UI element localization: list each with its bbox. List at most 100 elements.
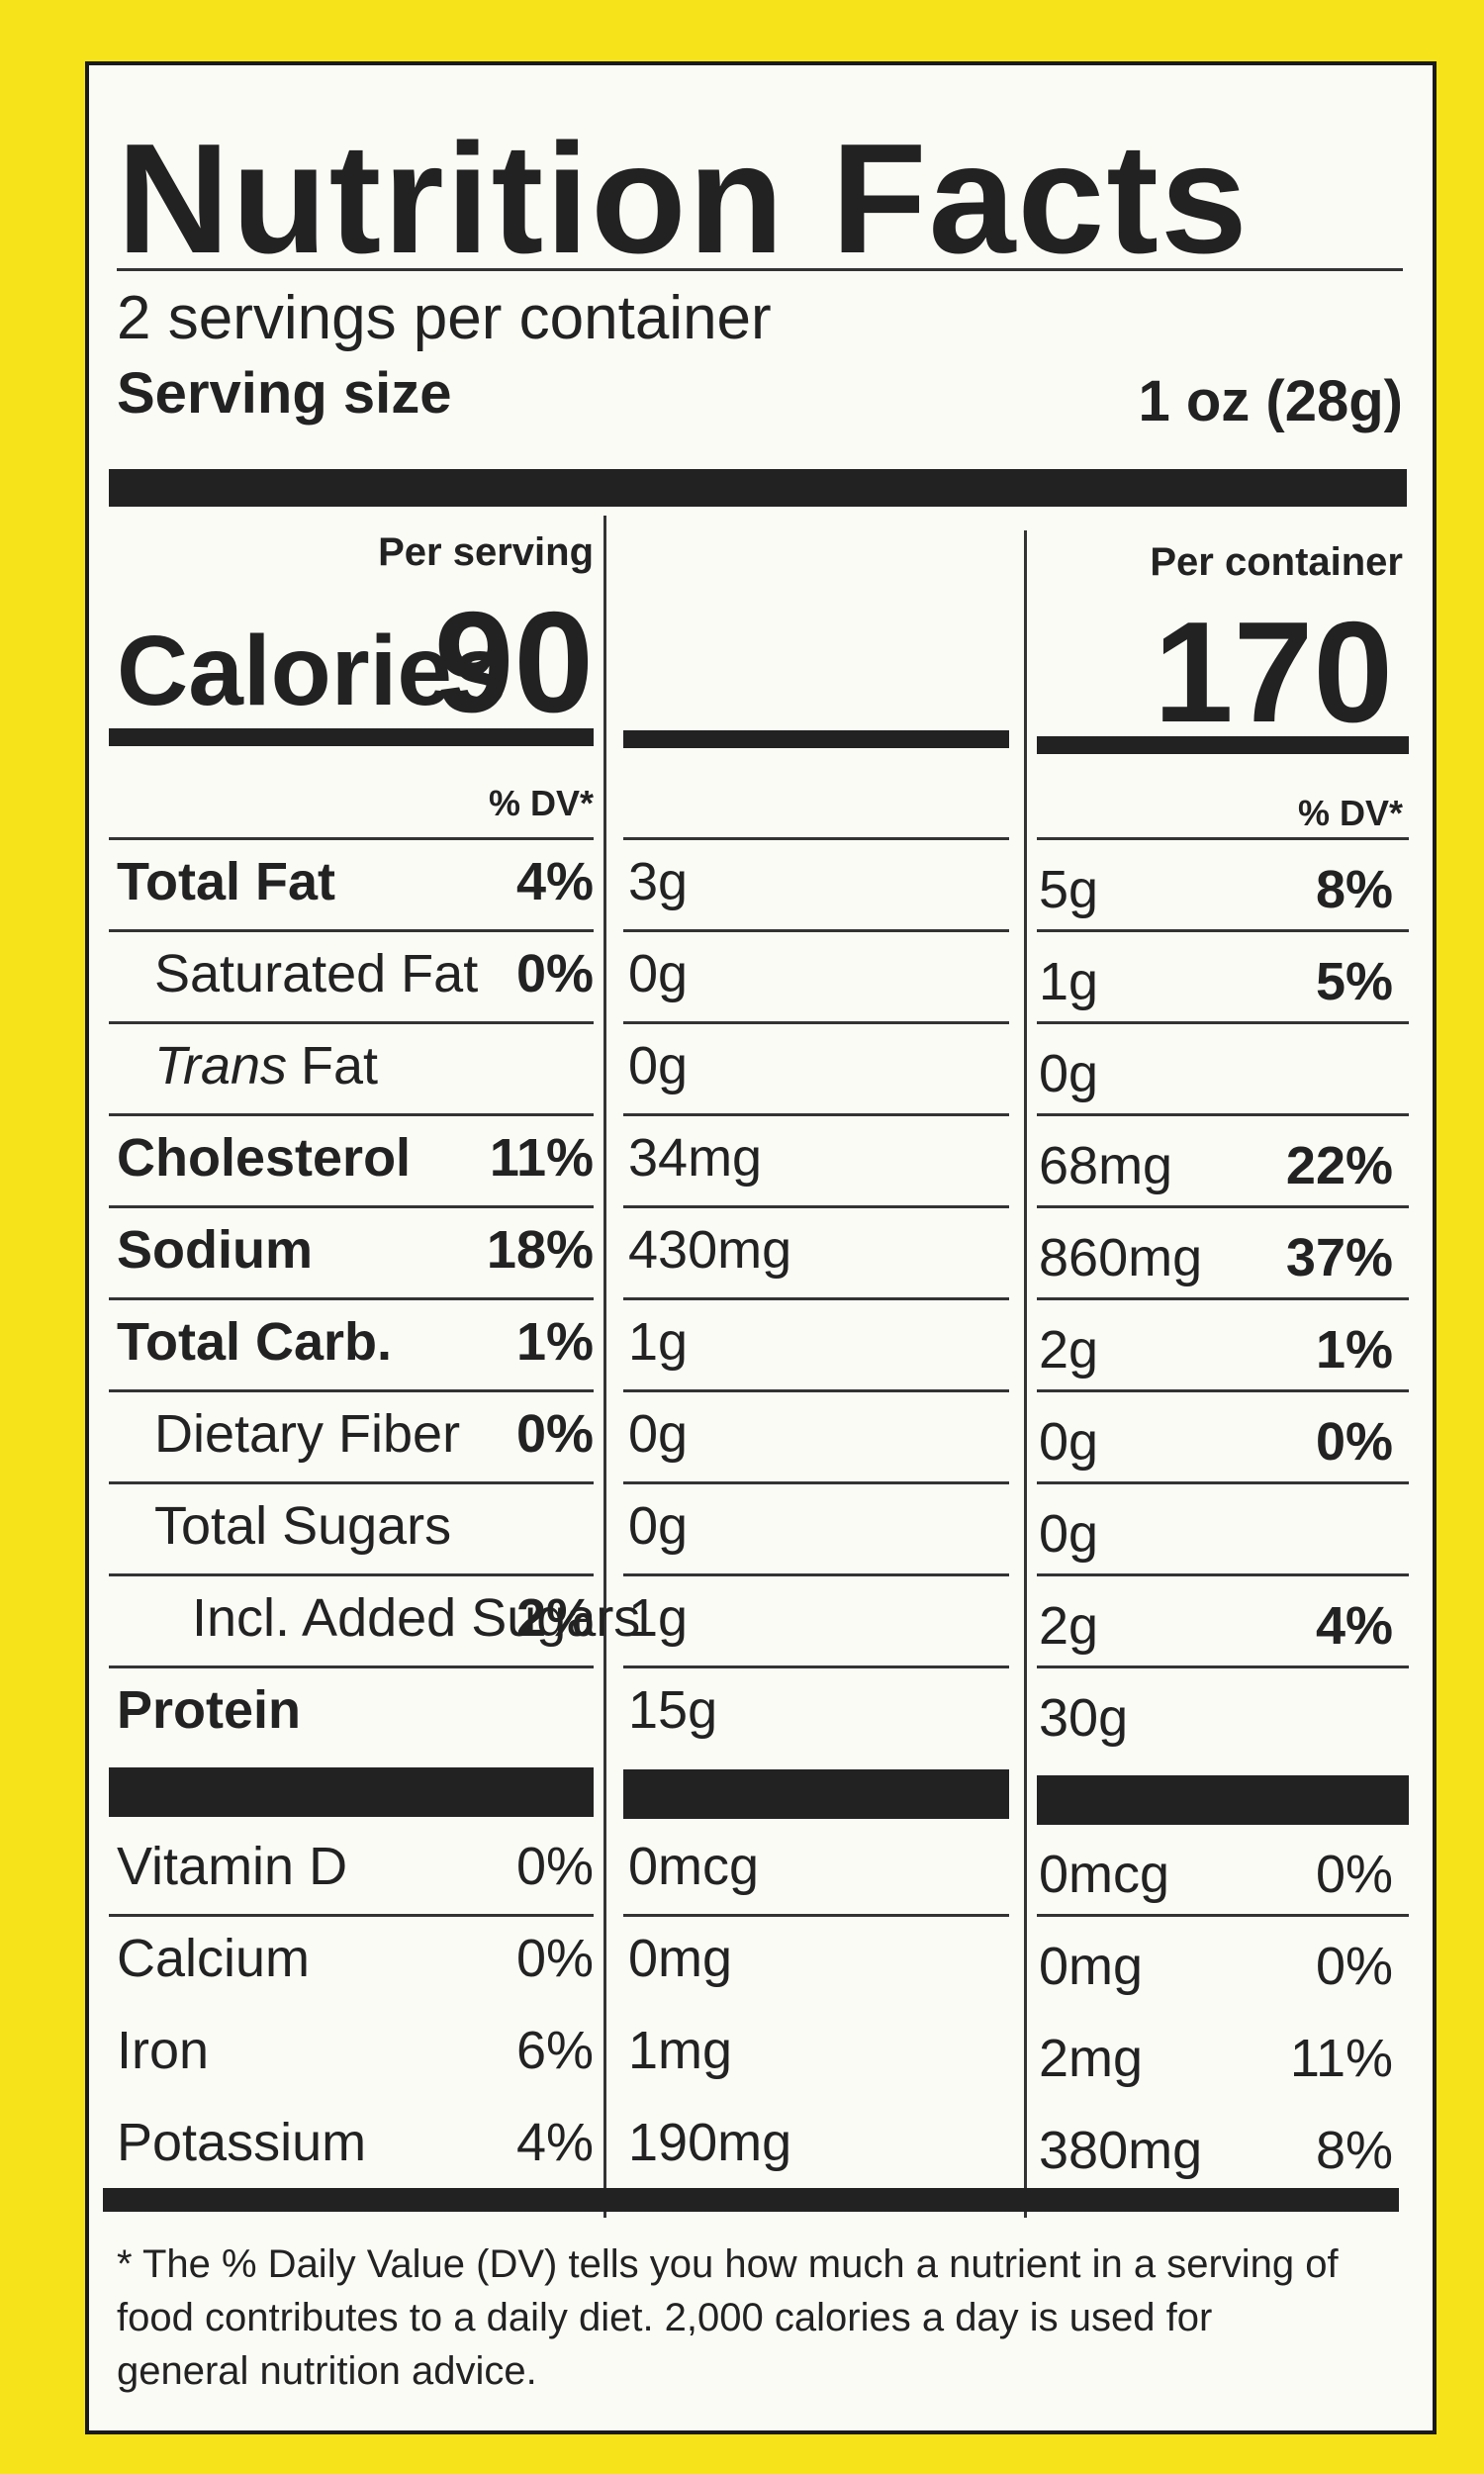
calories-per-container: 170 bbox=[1154, 592, 1393, 752]
nutrient-name: Dietary Fiber bbox=[154, 1404, 461, 1464]
rule bbox=[1037, 1205, 1409, 1208]
serving-amount: 0g bbox=[628, 944, 689, 1003]
dv-header: % DV* bbox=[1297, 793, 1403, 833]
divider bbox=[1024, 530, 1027, 2218]
serving-size-label: Serving size bbox=[117, 361, 452, 426]
serving-amount: 1mg bbox=[628, 2021, 733, 2080]
thick-rule bbox=[109, 728, 594, 746]
rule bbox=[623, 1205, 1009, 1208]
serving-amount: 190mg bbox=[628, 2113, 792, 2172]
rule bbox=[1037, 1389, 1409, 1392]
serving-amount: 34mg bbox=[628, 1128, 763, 1188]
rule bbox=[1037, 837, 1409, 840]
nutrient-name: Saturated Fat bbox=[154, 944, 479, 1003]
nutrient-name: Fat bbox=[301, 1036, 379, 1095]
serving-amount: 15g bbox=[628, 1680, 718, 1740]
container-dv: 11% bbox=[1289, 2029, 1393, 2088]
rule bbox=[109, 837, 594, 840]
container-dv: 0% bbox=[1315, 1937, 1393, 1996]
container-dv: 8% bbox=[1315, 2121, 1393, 2180]
serving-amount: 0g bbox=[628, 1404, 689, 1464]
rule bbox=[623, 1389, 1009, 1392]
container-amount: 380mg bbox=[1039, 2121, 1203, 2180]
thick-rule bbox=[623, 1769, 1009, 1819]
nutrient-name: Cholesterol bbox=[117, 1128, 412, 1188]
container-amount: 68mg bbox=[1039, 1136, 1173, 1195]
container-dv: 5% bbox=[1315, 952, 1393, 1011]
rule bbox=[623, 1297, 1009, 1300]
rule bbox=[109, 1665, 594, 1668]
container-amount: 30g bbox=[1039, 1688, 1129, 1748]
nutrient-name: Calcium bbox=[117, 1929, 311, 1988]
container-amount: 0g bbox=[1039, 1412, 1099, 1472]
rule bbox=[623, 1665, 1009, 1668]
rule bbox=[1037, 1573, 1409, 1576]
container-dv: 0% bbox=[1315, 1412, 1393, 1472]
container-amount: 2mg bbox=[1039, 2029, 1144, 2088]
container-amount: 1g bbox=[1039, 952, 1099, 1011]
serving-amount: 0mg bbox=[628, 1929, 733, 1988]
serving-amount: 1g bbox=[628, 1588, 689, 1648]
serving-dv: 0% bbox=[515, 1404, 594, 1464]
rule bbox=[109, 1021, 594, 1024]
rule bbox=[623, 929, 1009, 932]
footnote: * The % Daily Value (DV) tells you how m… bbox=[117, 2242, 1339, 2393]
nutrient-name: Total Fat bbox=[117, 852, 335, 911]
rule bbox=[1037, 1297, 1409, 1300]
container-dv: 22% bbox=[1285, 1136, 1393, 1195]
serving-dv: 1% bbox=[515, 1312, 594, 1372]
serving-dv: 4% bbox=[515, 2113, 594, 2172]
container-amount: 2g bbox=[1039, 1320, 1099, 1380]
rule bbox=[109, 929, 594, 932]
nutrient-name: Potassium bbox=[117, 2113, 367, 2172]
nutrient-name: Trans Fat bbox=[154, 1036, 378, 1095]
nutrient-name: Total Sugars bbox=[154, 1496, 452, 1556]
rule bbox=[109, 1573, 594, 1576]
nutrient-name: Iron bbox=[117, 2021, 210, 2080]
rule bbox=[623, 1021, 1009, 1024]
serving-dv: 0% bbox=[515, 1929, 594, 1988]
column-header: Per container bbox=[1150, 540, 1403, 584]
rule bbox=[109, 1297, 594, 1300]
rule bbox=[623, 1573, 1009, 1576]
serving-size-value: 1 oz (28g) bbox=[1138, 369, 1404, 433]
dv-header: % DV* bbox=[488, 783, 594, 823]
thick-rule bbox=[1037, 1775, 1409, 1825]
container-amount: 0g bbox=[1039, 1044, 1099, 1103]
nutrient-name: Protein bbox=[117, 1680, 302, 1740]
thick-rule bbox=[1037, 736, 1409, 754]
title: Nutrition Facts bbox=[117, 112, 1250, 286]
rule bbox=[1037, 1113, 1409, 1116]
rule bbox=[1037, 1914, 1409, 1917]
thick-rule bbox=[103, 2188, 1399, 2212]
serving-dv: 4% bbox=[515, 852, 594, 911]
nutrient-name: Sodium bbox=[117, 1220, 313, 1280]
nutrient-name: Vitamin D bbox=[117, 1837, 348, 1896]
serving-dv: 2% bbox=[515, 1588, 594, 1648]
serving-dv: 11% bbox=[489, 1128, 594, 1188]
container-amount: 0mg bbox=[1039, 1937, 1144, 1996]
rule bbox=[623, 837, 1009, 840]
column-header: Per serving bbox=[378, 530, 594, 574]
container-amount: 860mg bbox=[1039, 1228, 1203, 1287]
container-dv: 8% bbox=[1315, 860, 1393, 919]
rule bbox=[1037, 1481, 1409, 1484]
calories-per-serving: 90 bbox=[433, 582, 594, 742]
rule bbox=[117, 268, 1403, 271]
thick-rule bbox=[109, 469, 1407, 507]
rule bbox=[623, 1914, 1009, 1917]
container-amount: 5g bbox=[1039, 860, 1099, 919]
rule bbox=[109, 1481, 594, 1484]
serving-dv: 6% bbox=[515, 2021, 594, 2080]
container-dv: 4% bbox=[1315, 1596, 1393, 1656]
container-dv: 0% bbox=[1315, 1845, 1393, 1904]
rule bbox=[623, 1481, 1009, 1484]
container-dv: 37% bbox=[1285, 1228, 1393, 1287]
nutrient-name: Incl. Added Sugars bbox=[192, 1588, 641, 1648]
container-amount: 2g bbox=[1039, 1596, 1099, 1656]
container-amount: 0g bbox=[1039, 1504, 1099, 1564]
divider bbox=[603, 516, 606, 2218]
container-dv: 1% bbox=[1315, 1320, 1393, 1380]
rule bbox=[109, 1205, 594, 1208]
